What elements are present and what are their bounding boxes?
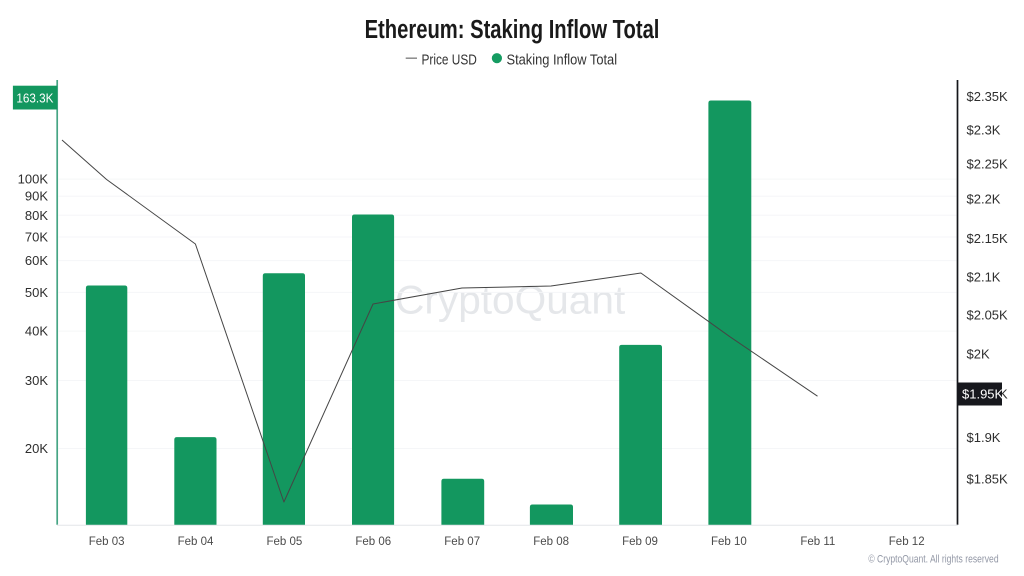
svg-text:Ethereum: Staking Inflow Total: Ethereum: Staking Inflow Total xyxy=(365,15,660,44)
svg-text:Feb 03: Feb 03 xyxy=(89,536,125,548)
svg-text:90K: 90K xyxy=(25,189,48,204)
svg-text:80K: 80K xyxy=(25,208,48,223)
svg-text:$2.15K: $2.15K xyxy=(967,231,1009,246)
svg-text:163.3K: 163.3K xyxy=(16,91,54,106)
svg-text:$2.1K: $2.1K xyxy=(967,269,1001,284)
svg-text:$2.05K: $2.05K xyxy=(967,308,1009,323)
svg-text:40K: 40K xyxy=(25,324,48,339)
svg-text:Feb 09: Feb 09 xyxy=(622,536,658,548)
svg-text:© CryptoQuant. All rights rese: © CryptoQuant. All rights reserved xyxy=(868,553,998,565)
svg-text:100K: 100K xyxy=(18,172,49,187)
svg-text:CryptoQuant: CryptoQuant xyxy=(395,278,625,323)
svg-text:60K: 60K xyxy=(25,253,48,268)
svg-text:$1.85K: $1.85K xyxy=(967,472,1009,487)
svg-text:$2.2K: $2.2K xyxy=(967,192,1001,207)
svg-text:Feb 10: Feb 10 xyxy=(711,536,747,548)
svg-text:Feb 11: Feb 11 xyxy=(800,536,835,548)
svg-text:Feb 08: Feb 08 xyxy=(533,536,569,548)
svg-text:Feb 12: Feb 12 xyxy=(889,536,925,548)
svg-text:Feb 05: Feb 05 xyxy=(266,536,302,548)
svg-text:30K: 30K xyxy=(25,373,48,388)
svg-text:Feb 07: Feb 07 xyxy=(444,536,480,548)
svg-text:Feb 06: Feb 06 xyxy=(355,536,391,548)
svg-text:Feb 04: Feb 04 xyxy=(178,536,214,548)
svg-text:70K: 70K xyxy=(25,230,48,245)
svg-text:$2.25K: $2.25K xyxy=(967,157,1009,172)
svg-text:$2.35K: $2.35K xyxy=(967,89,1009,104)
svg-text:$1.9K: $1.9K xyxy=(967,430,1001,445)
svg-text:Price USD: Price USD xyxy=(422,51,477,67)
svg-text:20K: 20K xyxy=(25,441,48,456)
svg-text:$2.3K: $2.3K xyxy=(967,122,1001,137)
svg-text:50K: 50K xyxy=(25,285,48,300)
svg-text:$2K: $2K xyxy=(967,347,990,362)
svg-text:$1.95K: $1.95K xyxy=(962,387,1004,402)
svg-text:Staking Inflow Total: Staking Inflow Total xyxy=(507,52,618,68)
